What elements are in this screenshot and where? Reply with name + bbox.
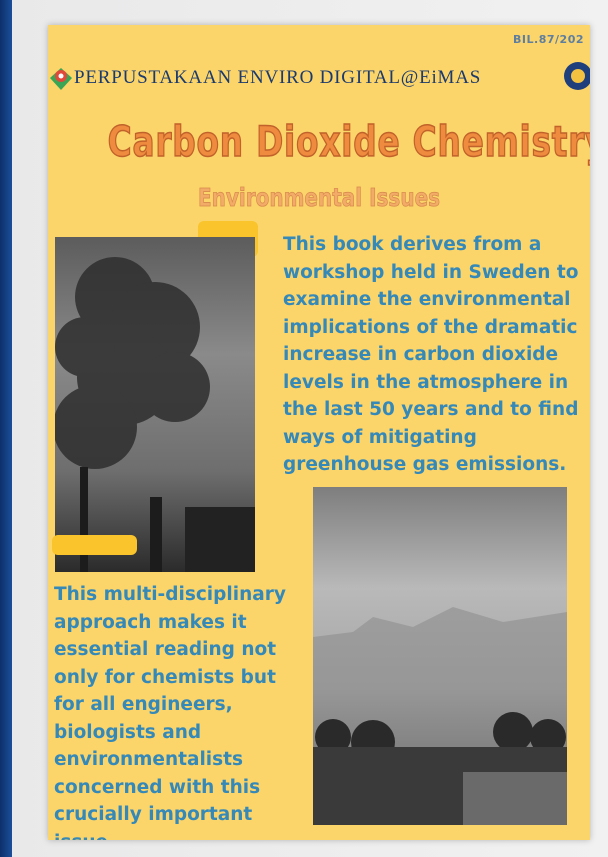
brand: PERPUSTAKAAN ENVIRO DIGITAL@EiMAS <box>74 67 481 89</box>
logo-right <box>562 59 590 93</box>
highlight <box>52 535 137 555</box>
skyline <box>313 487 567 825</box>
photo-smokestack <box>55 237 255 572</box>
poster: BIL.87/202 PERPUSTAKAAN ENVIRO DIGITAL@E… <box>48 25 590 840</box>
title: Carbon Dioxide Chemistry <box>108 117 531 166</box>
page: {"header": {"code": "BIL.87/202", "brand… <box>0 0 608 857</box>
photo-city-smog <box>313 487 567 825</box>
paragraph: This multi-disciplinary approach makes i… <box>54 581 309 840</box>
paragraph: This book derives from a workshop held i… <box>283 231 583 479</box>
subtitle: Environmental Issues <box>102 183 536 212</box>
smoke <box>55 237 255 572</box>
code: BIL.87/202 <box>513 33 584 46</box>
logo-left <box>48 65 74 93</box>
